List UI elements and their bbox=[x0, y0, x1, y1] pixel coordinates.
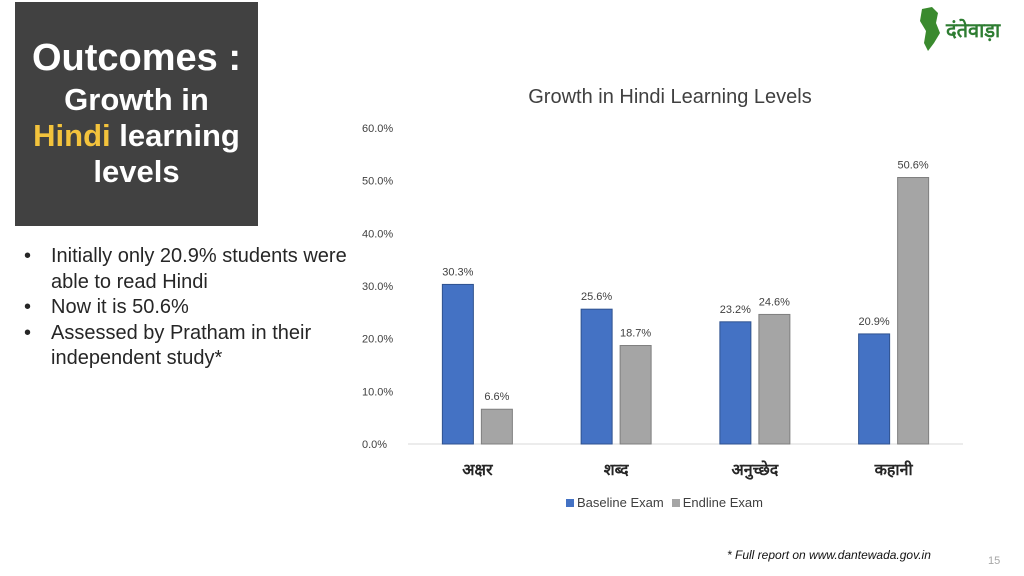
y-tick-label: 60.0% bbox=[362, 123, 393, 135]
highlight-word: Hindi bbox=[33, 118, 111, 153]
bullet-text: Initially only 20.9% students were able … bbox=[51, 245, 347, 293]
bullet-dot: • bbox=[24, 296, 32, 318]
data-label: 18.7% bbox=[620, 328, 651, 340]
data-label: 30.3% bbox=[442, 266, 473, 278]
legend-swatch-endline bbox=[671, 498, 680, 507]
slide-title: Outcomes : bbox=[31, 37, 242, 79]
legend-item-baseline: Baseline Exam bbox=[566, 495, 664, 510]
bullet-item: • Now it is 50.6% bbox=[22, 295, 352, 321]
bullet-text: Now it is 50.6% bbox=[51, 296, 189, 318]
y-tick-label: 20.0% bbox=[362, 334, 393, 346]
legend-label-endline: Endline Exam bbox=[682, 495, 763, 510]
dantewada-logo-icon: दंतेवाड़ा bbox=[920, 7, 1001, 51]
chart-legend: Baseline Exam Endline Exam bbox=[566, 495, 763, 510]
bullet-dot: • bbox=[24, 245, 32, 267]
bar bbox=[758, 313, 791, 445]
x-tick-label: कहानी bbox=[874, 460, 914, 479]
legend-swatch-baseline bbox=[566, 498, 574, 507]
y-tick-label: 30.0% bbox=[362, 281, 393, 293]
slide-subtitle-line2: Hindi learning bbox=[15, 118, 258, 154]
slide-subtitle-line1: Growth in bbox=[64, 82, 209, 117]
bar bbox=[619, 345, 652, 445]
x-tick-label: शब्द bbox=[604, 460, 629, 479]
chart-title: Growth in Hindi Learning Levels bbox=[528, 86, 812, 108]
data-label: 50.6% bbox=[898, 160, 929, 172]
bar bbox=[719, 321, 752, 445]
bullet-text: Assessed by Pratham in their independent… bbox=[51, 321, 312, 370]
y-tick-label: 10.0% bbox=[362, 386, 393, 398]
bullet-item: • Assessed by Pratham in their independen… bbox=[22, 321, 352, 372]
x-tick-label: अक्षर bbox=[462, 460, 494, 479]
data-label: 25.6% bbox=[581, 291, 612, 303]
data-label: 24.6% bbox=[759, 296, 790, 308]
page-number: 15 bbox=[988, 555, 1001, 567]
footnote: * Full report on www.dantewada.gov.in bbox=[727, 548, 931, 562]
bar bbox=[441, 283, 474, 445]
data-label: 23.2% bbox=[720, 304, 751, 316]
logo-text: दंतेवाड़ा bbox=[945, 18, 1001, 42]
bar bbox=[480, 408, 513, 445]
legend-item-endline: Endline Exam bbox=[671, 495, 763, 510]
y-tick-label: 0.0% bbox=[362, 439, 387, 451]
bar bbox=[897, 177, 930, 445]
data-label: 6.6% bbox=[484, 391, 509, 403]
slide-subtitle-line3: levels bbox=[93, 154, 180, 189]
y-tick-label: 50.0% bbox=[362, 176, 393, 188]
bullet-item: • Initially only 20.9% students were able… bbox=[22, 244, 352, 295]
bar bbox=[858, 333, 891, 445]
x-tick-label: अनुच्छेद bbox=[732, 460, 779, 480]
y-tick-label: 40.0% bbox=[362, 228, 393, 240]
data-label: 20.9% bbox=[859, 316, 890, 328]
slide-title-box: Outcomes : Growth in Hindi learning leve… bbox=[15, 2, 258, 226]
subtitle-rest: learning bbox=[110, 118, 240, 153]
legend-label-baseline: Baseline Exam bbox=[577, 495, 664, 510]
bullet-dot: • bbox=[24, 321, 32, 344]
bullet-list: • Initially only 20.9% students were able… bbox=[22, 244, 352, 372]
bar bbox=[580, 308, 613, 445]
